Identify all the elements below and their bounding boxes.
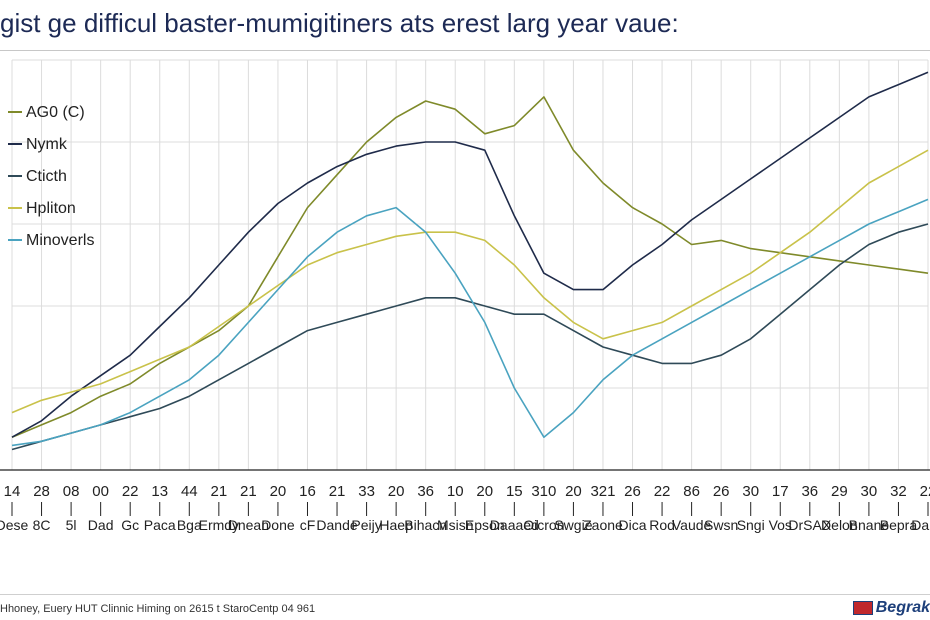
x-tick-label: 44: [181, 483, 198, 500]
series-line-2: [11, 71, 929, 438]
x-tick-label: 22: [122, 483, 139, 500]
x-tick-sublabel: Zaone: [583, 517, 623, 533]
x-tick-sublabel: 5l: [66, 517, 77, 533]
x-tick-label: 21: [210, 483, 227, 500]
x-tick-sublabel: Rod: [649, 517, 675, 533]
x-tick-label: 32: [890, 483, 907, 500]
x-tick-sublabel: Haep: [379, 517, 413, 533]
x-tick-label: 22: [920, 483, 930, 500]
series-line-3: [11, 223, 929, 451]
x-tick-label: 30: [861, 483, 878, 500]
title-divider: [0, 50, 930, 51]
x-tick-label: 10: [447, 483, 464, 500]
x-tick-label: 14: [4, 483, 21, 500]
x-tick-label: 36: [417, 483, 434, 500]
x-tick-label: 13: [151, 483, 168, 500]
series-line-4: [11, 149, 929, 414]
x-tick-label: 28: [33, 483, 50, 500]
x-tick-label: 20: [388, 483, 405, 500]
x-tick-label: 26: [624, 483, 641, 500]
x-tick-label: 29: [831, 483, 848, 500]
x-tick-sublabel: DrSAX: [788, 517, 831, 533]
x-axis-ticks: 14 Dese 28 8C 08 5l 00 Dad 22 Gc 13 Paca 44 Bga 21 Ermd…: [0, 483, 930, 533]
x-tick-sublabel: Dese: [0, 517, 29, 533]
x-tick-sublabel: Oicron: [523, 517, 564, 533]
legend-label: Hpliton: [26, 200, 76, 217]
brand-logo: Begrak: [852, 597, 930, 619]
x-tick-sublabel: Dad: [88, 517, 114, 533]
legend-label: Cticth: [26, 168, 67, 185]
x-tick-sublabel: Epson: [465, 517, 505, 533]
x-tick-sublabel: Daaaed: [490, 517, 539, 533]
footer-source: Hhoney, Euery HUT Clinnic Himing on 2615…: [0, 603, 316, 615]
x-tick-sublabel: Ermdy: [199, 517, 239, 533]
x-tick-sublabel: Sngi: [737, 517, 765, 533]
x-tick-sublabel: Swsn: [704, 517, 738, 533]
x-tick-sublabel: Paca: [144, 517, 176, 533]
x-tick-label: 26: [713, 483, 730, 500]
x-tick-label: 08: [63, 483, 80, 500]
x-tick-sublabel: Bihacn: [404, 517, 447, 533]
x-tick-sublabel: Dnean: [228, 517, 269, 533]
x-tick-sublabel: Dane: [911, 517, 930, 533]
footer-divider: [0, 594, 930, 595]
x-tick-sublabel: Bnane: [849, 517, 890, 533]
x-tick-label: 00: [92, 483, 109, 500]
x-tick-label: 22: [654, 483, 671, 500]
x-tick-label: 86: [683, 483, 700, 500]
x-tick-sublabel: Done: [261, 517, 295, 533]
x-tick-sublabel: 8C: [33, 517, 51, 533]
legend-label: AG0 (C): [26, 104, 85, 121]
series-lines: [11, 71, 929, 451]
x-tick-sublabel: Bga: [177, 517, 202, 533]
legend-label: Nymk: [26, 136, 68, 153]
x-tick-label: 15: [506, 483, 523, 500]
x-tick-sublabel: Gc: [121, 517, 139, 533]
x-tick-sublabel: Vaude: [672, 517, 712, 533]
x-tick-label: 321: [590, 483, 615, 500]
x-tick-label: 30: [742, 483, 759, 500]
x-tick-label: 20: [565, 483, 582, 500]
x-tick-label: 16: [299, 483, 316, 500]
x-tick-sublabel: Peijy: [351, 517, 381, 533]
x-tick-label: 21: [240, 483, 257, 500]
logo-text: Begrak: [875, 599, 930, 616]
legend: AG0 (C) Nymk Cticth Hpliton Minoverls: [8, 104, 94, 249]
x-tick-sublabel: Bepra: [880, 517, 918, 533]
x-tick-sublabel: Dande: [316, 517, 357, 533]
x-tick-label: 20: [476, 483, 493, 500]
line-chart: 14 Dese 28 8C 08 5l 00 Dad 22 Gc 13 Paca 44 Bga 21 Ermd…: [0, 59, 930, 533]
x-tick-sublabel: Vos: [769, 517, 792, 533]
x-tick-label: 36: [801, 483, 818, 500]
x-tick-sublabel: Msisn: [437, 517, 474, 533]
x-tick-sublabel: Delon: [821, 517, 858, 533]
x-tick-sublabel: Dica: [619, 517, 647, 533]
x-tick-label: 20: [270, 483, 287, 500]
chart-title: gist ge difficul baster-mumigitiners ats…: [0, 8, 679, 38]
flag-icon: [852, 601, 873, 615]
x-tick-label: 21: [329, 483, 346, 500]
x-tick-label: 33: [358, 483, 375, 500]
x-tick-label: 310: [531, 483, 556, 500]
series-line-1: [11, 96, 929, 438]
x-tick-label: 17: [772, 483, 789, 500]
x-tick-sublabel: Swgie: [554, 517, 592, 533]
legend-label: Minoverls: [26, 232, 94, 249]
x-tick-sublabel: cF: [300, 517, 316, 533]
series-line-5: [11, 198, 929, 447]
